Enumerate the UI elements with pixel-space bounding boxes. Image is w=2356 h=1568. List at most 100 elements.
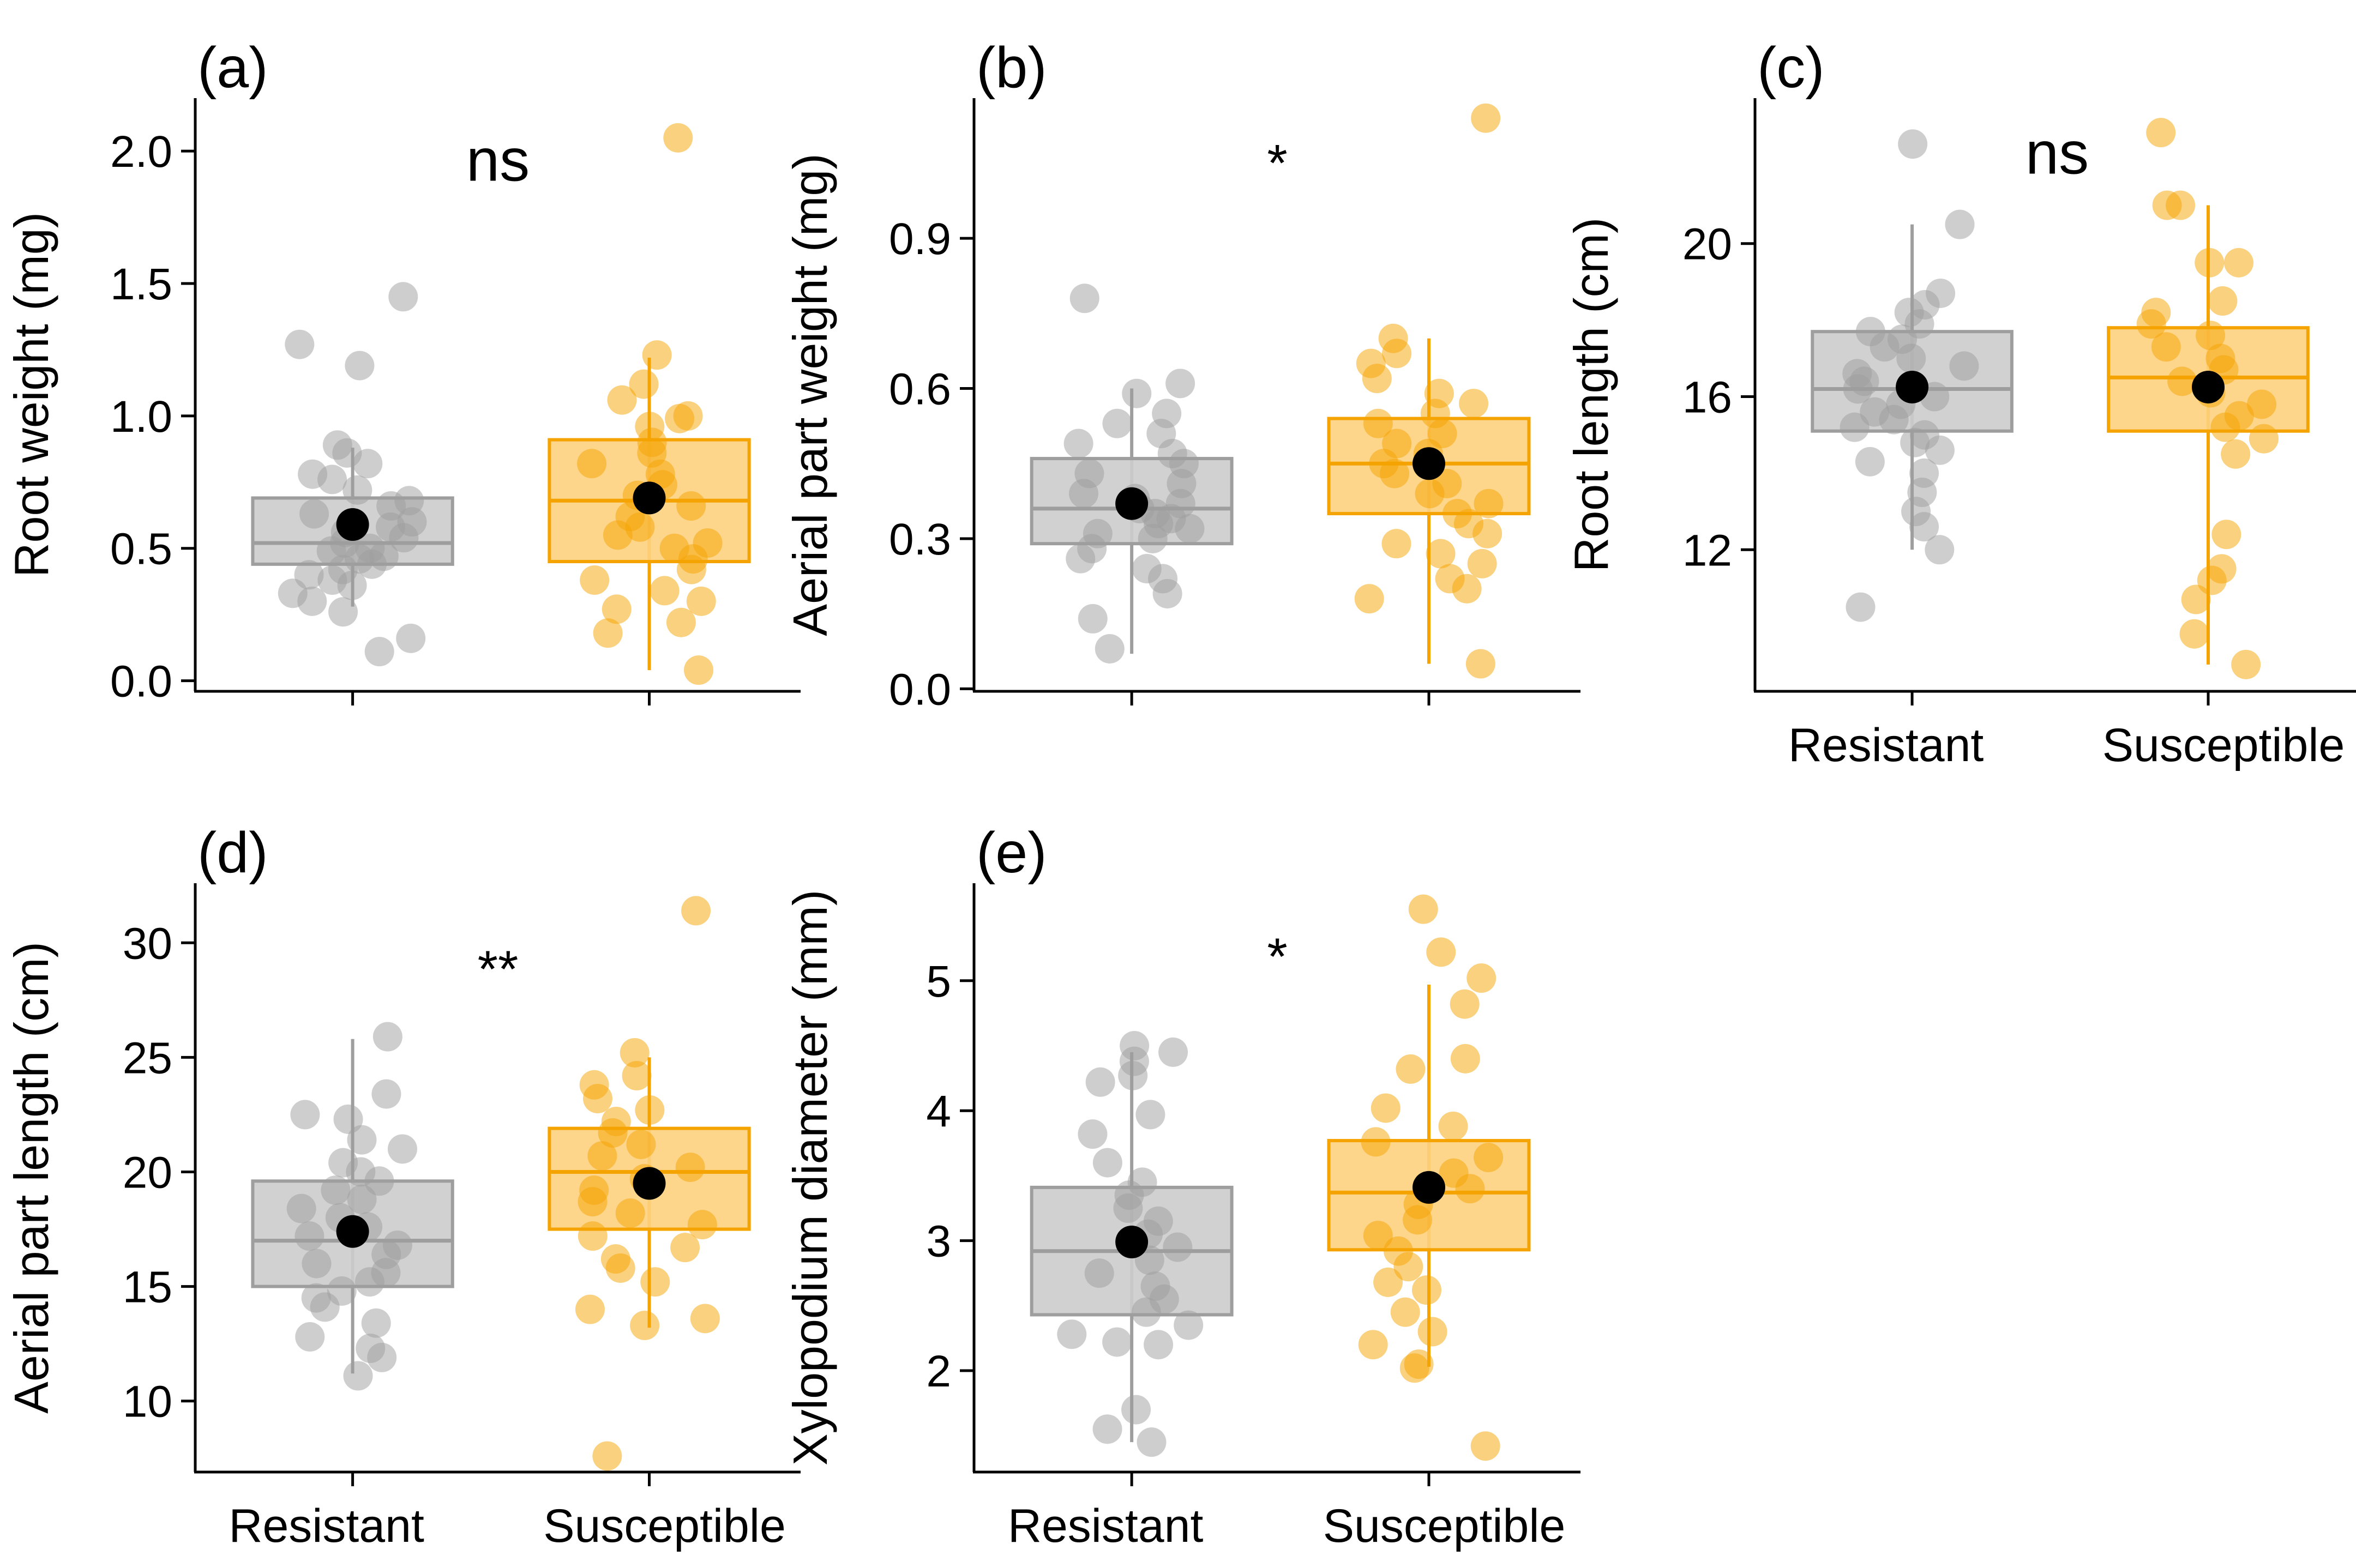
data-point	[580, 565, 610, 595]
data-point	[1925, 435, 1955, 465]
data-point	[582, 1084, 612, 1114]
panel-c: (c) Root length (cm) 12 16 20 Resistant Suscep…	[1564, 35, 2356, 771]
data-point	[357, 549, 387, 579]
data-point	[317, 465, 347, 494]
data-point	[389, 523, 419, 553]
panel-label: (a)	[197, 35, 268, 100]
data-point	[1113, 1193, 1143, 1223]
y-tick-label: 0.5	[110, 524, 172, 574]
significance-label: *	[1267, 134, 1287, 192]
data-point	[622, 1060, 652, 1090]
data-point	[1102, 408, 1132, 438]
data-point	[2136, 309, 2166, 339]
data-point	[587, 1141, 617, 1171]
data-point	[650, 576, 680, 606]
y-tick-label: 2	[926, 1347, 951, 1396]
data-point	[361, 1308, 391, 1338]
data-point	[665, 403, 695, 433]
data-point	[1092, 1148, 1122, 1178]
data-point	[294, 1221, 324, 1251]
data-point	[2211, 520, 2241, 550]
data-point	[603, 520, 633, 550]
data-point	[342, 475, 372, 505]
data-point	[1900, 427, 1930, 457]
data-point	[1361, 1127, 1391, 1157]
data-point	[2146, 118, 2176, 148]
panel-b: (b) Aerial part weight (mg) 0.0 0.3 0.6 0.9 *	[783, 35, 1580, 714]
data-point	[1085, 1067, 1115, 1097]
data-point	[1363, 1221, 1393, 1251]
data-point	[297, 586, 327, 616]
data-point	[2231, 649, 2261, 679]
mean-point	[633, 1167, 666, 1200]
data-point	[1470, 1431, 1500, 1461]
data-point	[396, 623, 426, 653]
data-point	[2196, 321, 2226, 351]
data-point	[388, 282, 418, 312]
data-point	[1465, 649, 1495, 679]
mean-point	[1115, 487, 1149, 520]
data-point	[1373, 1267, 1403, 1297]
data-point	[2152, 190, 2182, 220]
data-point	[295, 1322, 325, 1352]
data-point	[1474, 489, 1504, 518]
data-point	[364, 637, 394, 667]
data-point	[2249, 424, 2279, 454]
data-point	[2195, 248, 2225, 278]
data-point	[2221, 439, 2251, 469]
y-tick-label: 15	[123, 1263, 172, 1312]
y-tick-label: 12	[1682, 526, 1732, 575]
data-point	[2208, 286, 2238, 316]
data-point	[1078, 1119, 1108, 1149]
data-point	[1472, 518, 1502, 548]
mean-point	[1896, 370, 1929, 403]
y-tick-label: 0.6	[889, 365, 951, 414]
data-point	[1380, 459, 1410, 489]
x-category-label: Resistant	[229, 1500, 424, 1552]
panel-d: (d) Aerial part length (cm) 10 15 20 25 30 Resi…	[4, 821, 801, 1552]
data-point	[1158, 1037, 1188, 1067]
data-point	[1843, 374, 1873, 404]
data-point	[1069, 284, 1099, 313]
data-point	[676, 491, 706, 521]
data-point	[285, 329, 315, 359]
y-axis-label: Xylopodium diameter (mm)	[783, 890, 837, 1466]
data-point	[1925, 535, 1955, 565]
data-point	[1840, 412, 1870, 442]
data-point	[347, 1184, 377, 1214]
data-point	[367, 1342, 397, 1372]
data-point	[1381, 529, 1411, 559]
y-tick-label: 1.5	[110, 260, 172, 309]
data-point	[1396, 1054, 1426, 1084]
data-point	[1879, 405, 1909, 435]
data-point	[635, 1095, 665, 1125]
panel-label: (c)	[1757, 35, 1825, 100]
data-point	[629, 369, 659, 399]
data-point	[686, 586, 716, 616]
x-category-label: Resistant	[1008, 1500, 1204, 1552]
data-point	[299, 499, 329, 529]
data-point	[670, 1233, 700, 1263]
data-point	[1467, 548, 1497, 578]
data-point	[2181, 584, 2211, 614]
data-point	[620, 1038, 650, 1068]
y-axis-label: Root length (cm)	[1564, 218, 1618, 572]
data-point	[1467, 963, 1496, 993]
y-tick-label: 20	[123, 1148, 172, 1197]
data-point	[640, 1267, 670, 1297]
data-point	[2247, 389, 2277, 419]
data-point	[364, 1166, 394, 1196]
data-point	[2223, 248, 2253, 278]
y-tick-label: 2.0	[110, 127, 172, 177]
data-point	[605, 1253, 635, 1283]
data-point	[598, 1118, 628, 1148]
data-point	[2151, 332, 2181, 362]
panel-a: (a) Root weight (mg) 0.0 0.5 1.0 1.5 2.0 ns	[4, 35, 801, 707]
data-point	[681, 896, 711, 926]
data-point	[607, 385, 637, 415]
data-point	[626, 1130, 656, 1160]
data-point	[1057, 1319, 1087, 1349]
data-point	[1163, 1232, 1193, 1262]
data-point	[1095, 634, 1125, 664]
